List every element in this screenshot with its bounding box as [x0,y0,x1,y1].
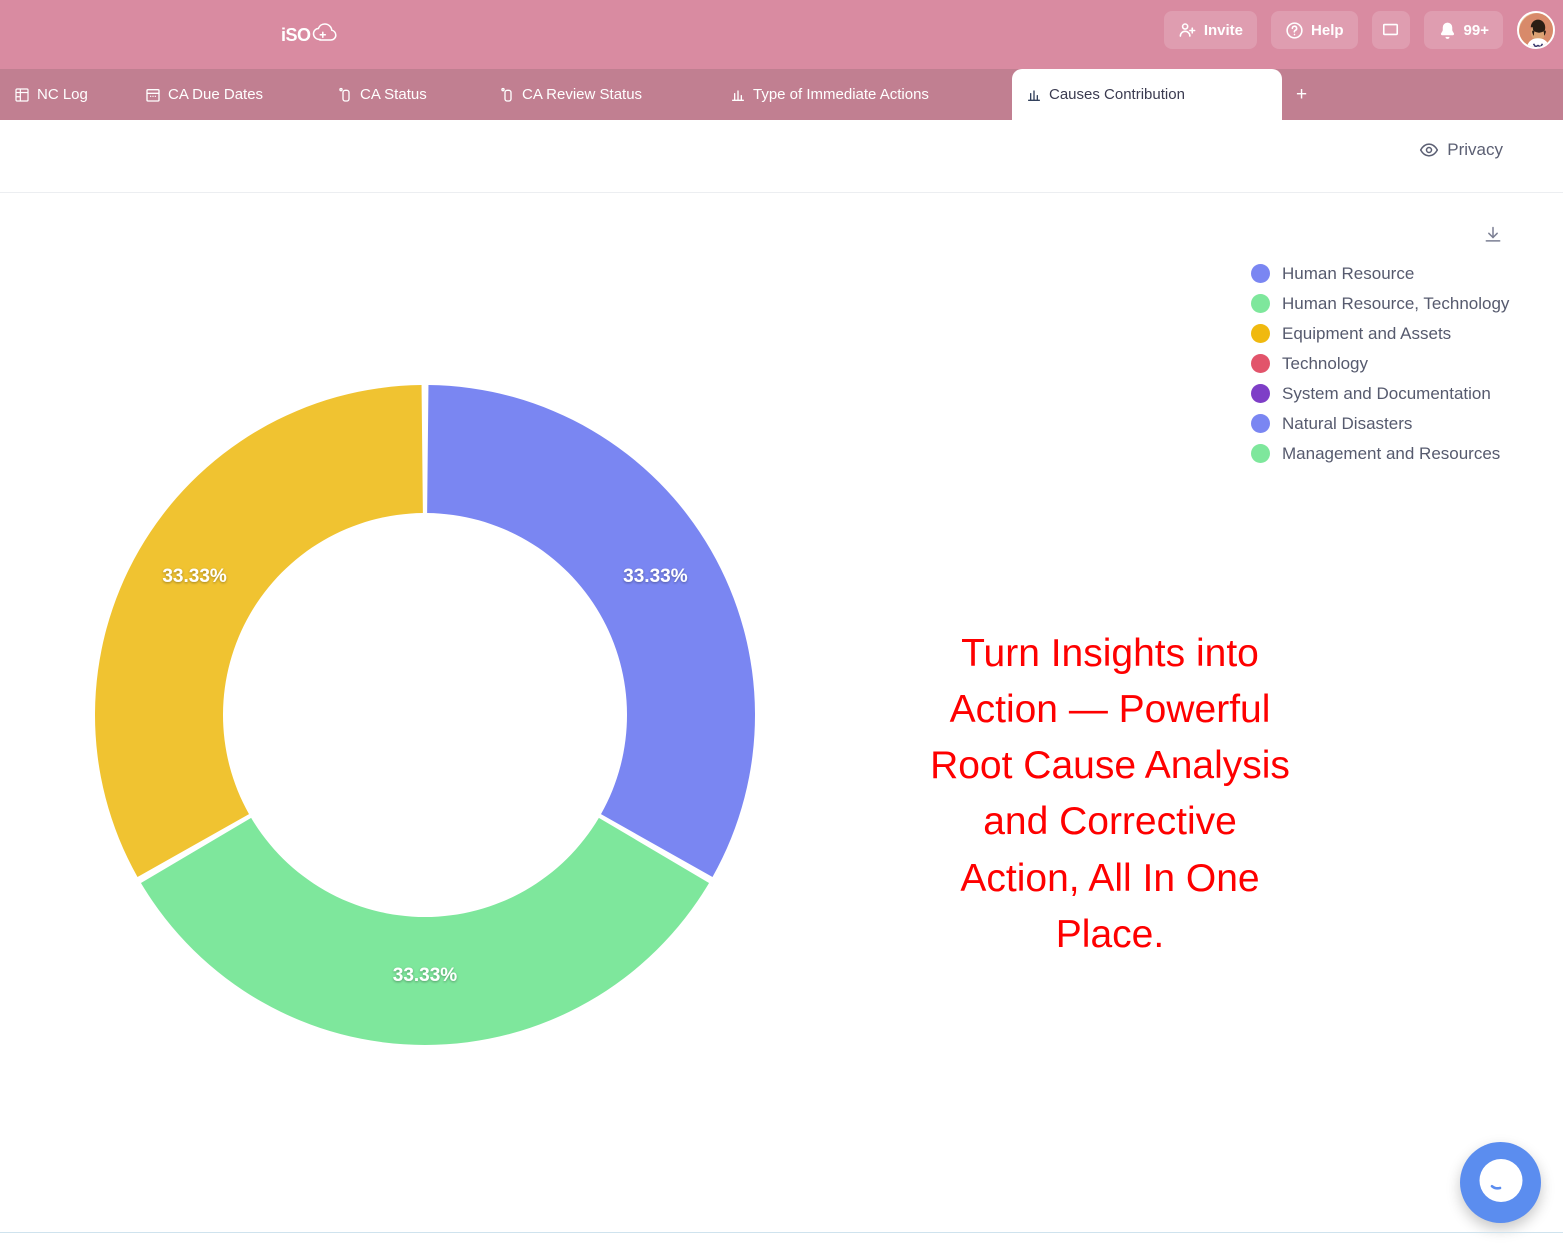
svg-text:iSO: iSO [281,25,311,45]
svg-text:33.33%: 33.33% [623,566,688,587]
svg-text:33.33%: 33.33% [393,965,458,986]
svg-text:33.33%: 33.33% [162,566,227,587]
